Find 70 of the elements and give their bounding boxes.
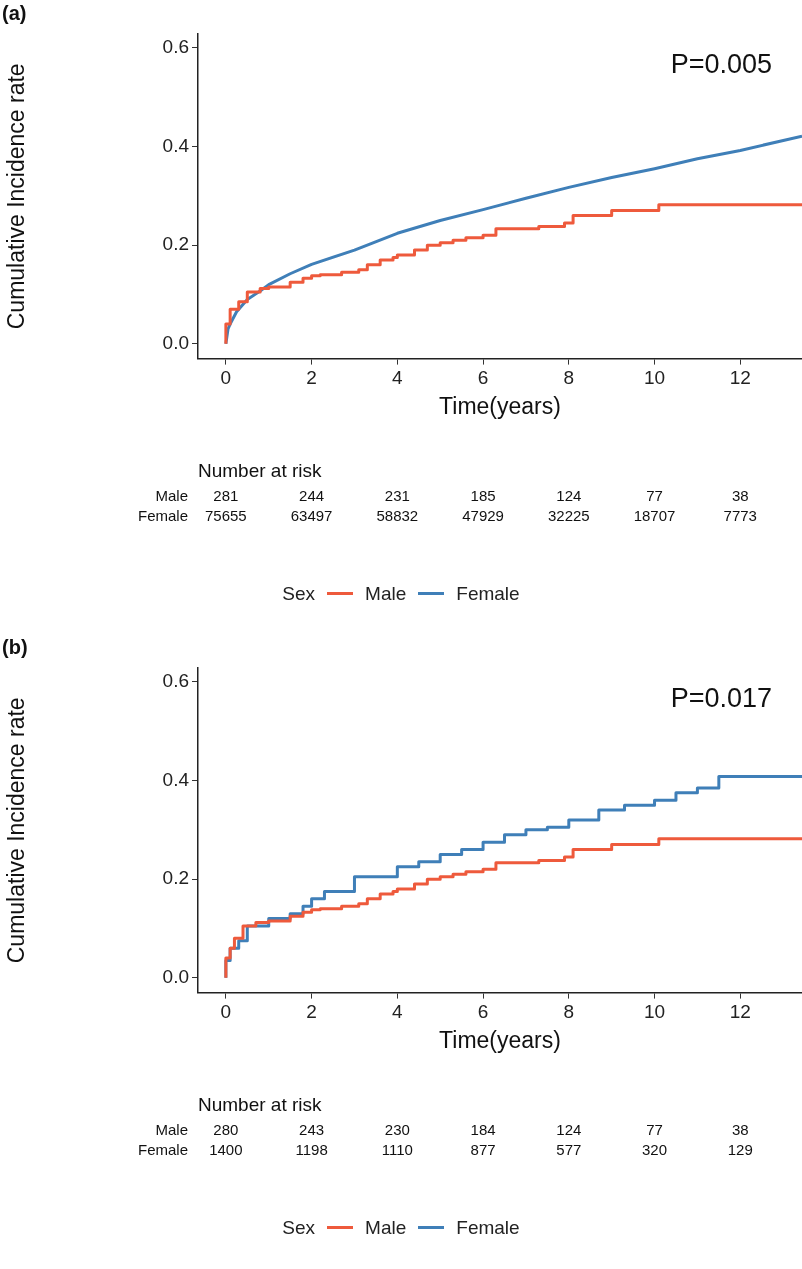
text: 230: [384, 1120, 410, 1138]
legend-title: Sex: [282, 1216, 316, 1239]
text: 281: [213, 486, 239, 504]
y-tick-label: 0.4: [162, 768, 190, 790]
text: 320: [642, 1140, 668, 1158]
text: 32225: [547, 506, 590, 524]
legend-label: Male: [365, 1216, 407, 1239]
text: 129: [727, 1140, 753, 1158]
y-tick-label: 0.4: [162, 134, 190, 156]
text: 280: [213, 1120, 239, 1138]
text: 1198: [295, 1140, 328, 1158]
legend-title: Sex: [282, 582, 316, 605]
x-tick-label: 0: [220, 367, 232, 389]
y-tick-label: 0.6: [162, 670, 189, 692]
y-tick-label: 0.2: [162, 867, 189, 889]
y-axis-title: Cumulative Incidence rate: [3, 697, 30, 964]
text: 577: [556, 1140, 582, 1158]
x-tick-label: 12: [729, 1001, 751, 1023]
y-axis-title: Cumulative Incidence rate: [3, 63, 30, 330]
text: 47929: [462, 506, 504, 524]
y-tick-label: 0.0: [162, 966, 189, 988]
x-tick-label: 0: [220, 1001, 232, 1023]
x-tick-label: 8: [563, 367, 575, 389]
text: 124: [556, 486, 582, 504]
text: 63497: [290, 506, 333, 524]
text: 185: [470, 486, 496, 504]
y-tick-label: 0.0: [162, 332, 189, 354]
text: 877: [470, 1140, 496, 1158]
x-tick-label: 10: [643, 1001, 666, 1023]
text: 184: [470, 1120, 496, 1138]
y-tick-label: 0.6: [162, 36, 189, 58]
text: Number at risk: [198, 459, 323, 481]
x-tick-label: 8: [563, 1001, 575, 1023]
legend-label: Female: [456, 582, 520, 605]
y-tick-label: 0.2: [162, 233, 189, 255]
x-tick-label: 4: [392, 367, 404, 389]
text: 77: [646, 486, 663, 504]
text: 77: [646, 1120, 663, 1138]
text: (a): [2, 2, 27, 25]
text: 244: [299, 486, 325, 504]
text: 38: [731, 1120, 749, 1138]
x-tick-label: 12: [729, 367, 751, 389]
text: 1110: [381, 1140, 413, 1158]
text: 38: [731, 486, 749, 504]
text: Male: [155, 1120, 188, 1138]
annotation: P=0.017: [670, 683, 772, 714]
text: 1400: [209, 1140, 243, 1158]
x-tick-label: 6: [477, 367, 489, 389]
x-tick-label: 6: [477, 1001, 489, 1023]
x-tick-label: 10: [643, 367, 666, 389]
text: 243: [299, 1120, 325, 1138]
x-tick-label: 2: [306, 367, 317, 389]
text: 18707: [633, 506, 676, 524]
text: 7773: [723, 506, 757, 524]
text: (b): [2, 636, 28, 659]
legend-label: Male: [365, 582, 407, 605]
annotation: P=0.005: [670, 49, 772, 80]
text: 58832: [376, 506, 419, 524]
x-axis-title: Time(years): [439, 392, 561, 419]
text: Male: [155, 486, 188, 504]
text: 124: [556, 1120, 582, 1138]
text: Female: [137, 1140, 188, 1158]
text: Number at risk: [198, 1093, 323, 1115]
x-axis-title: Time(years): [439, 1026, 561, 1053]
x-tick-label: 4: [392, 1001, 404, 1023]
text: 75655: [205, 506, 247, 524]
x-tick-label: 2: [306, 1001, 317, 1023]
legend-label: Female: [456, 1216, 520, 1239]
text: 231: [384, 486, 410, 504]
text: Female: [137, 506, 188, 524]
